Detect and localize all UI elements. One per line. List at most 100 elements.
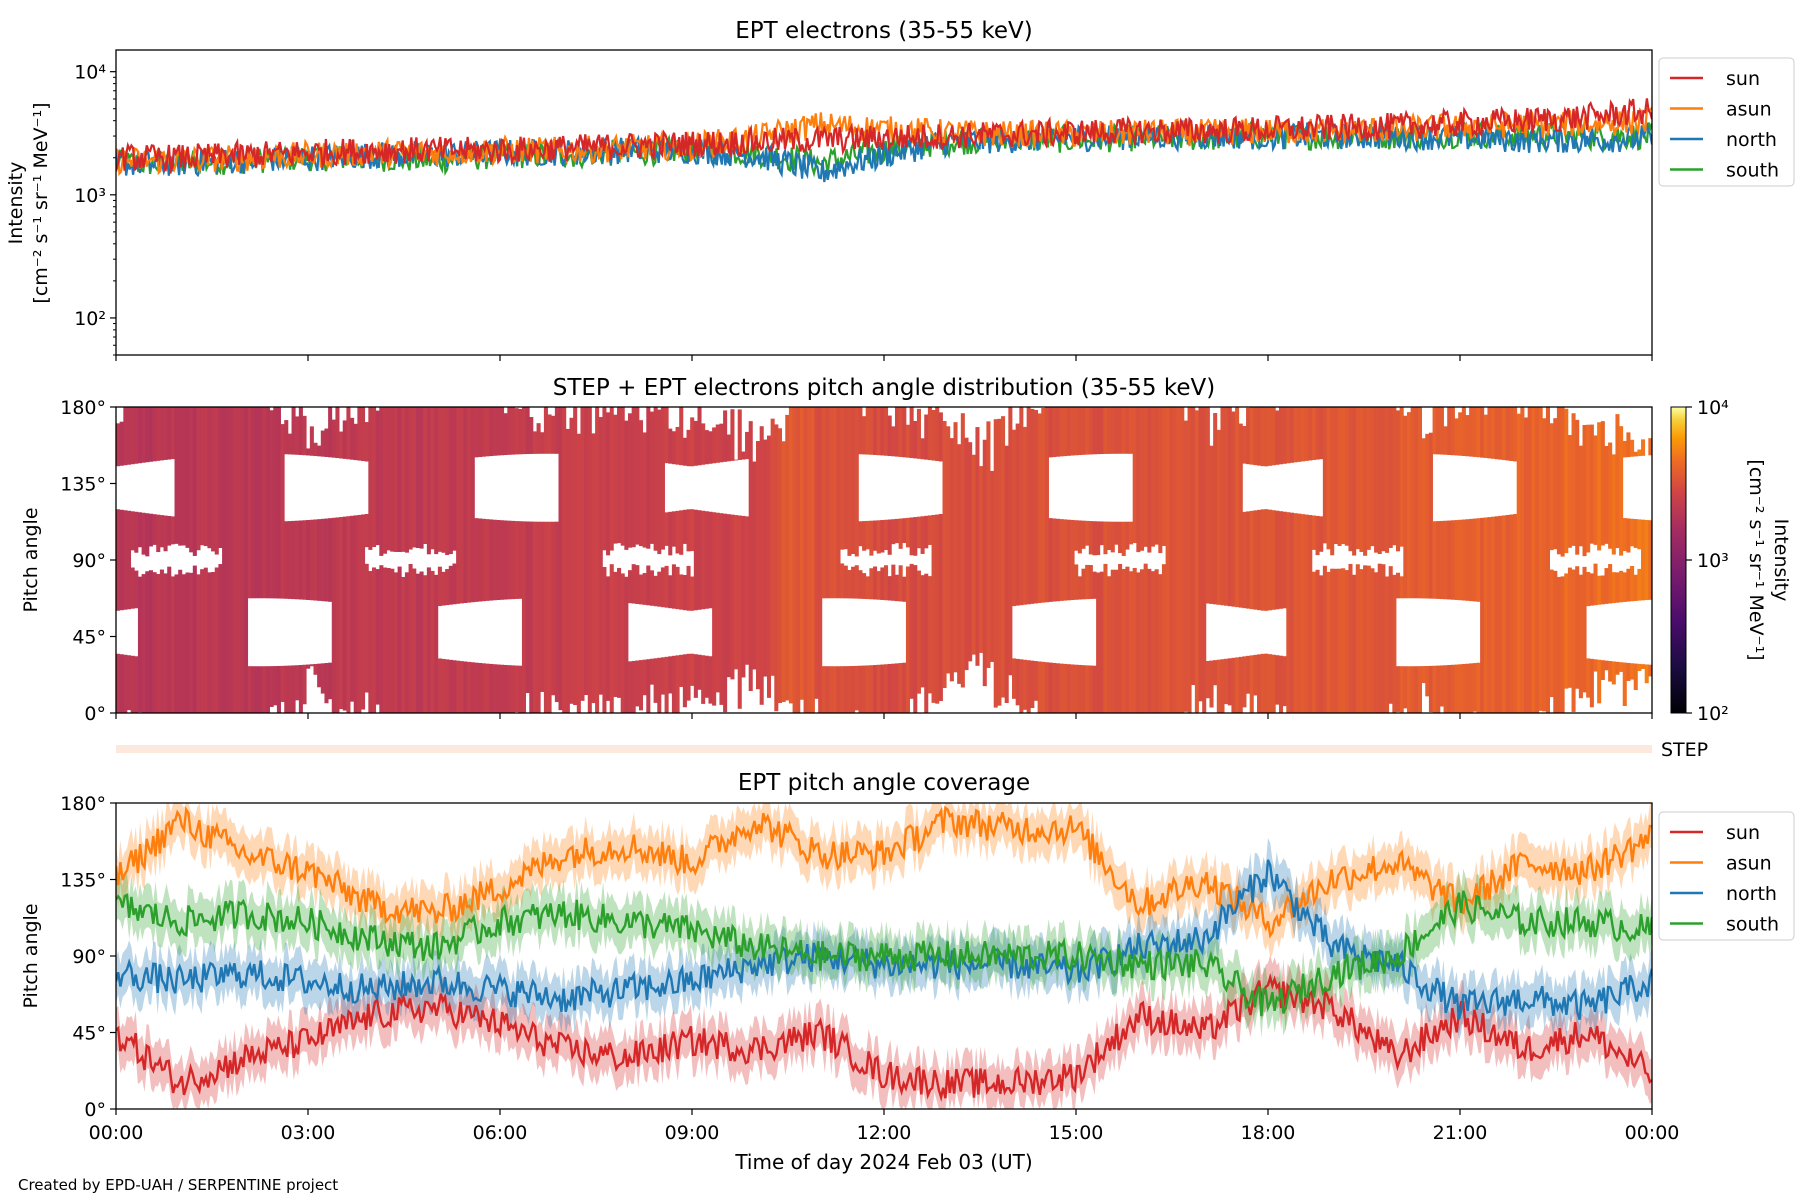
heatmap-cell: [1549, 423, 1554, 551]
heatmap-cell: [606, 576, 611, 701]
heatmap-cell: [1359, 407, 1364, 552]
heatmap-cell: [1238, 656, 1243, 713]
heatmap-cell: [876, 520, 881, 554]
heatmap-cell: [1589, 658, 1594, 708]
heatmap-cell: [1322, 565, 1327, 713]
heatmap-cell: [679, 654, 684, 687]
heatmap-cell: [671, 431, 676, 465]
heatmap-cell: [1114, 407, 1119, 454]
heatmap-cell: [1436, 521, 1441, 599]
heatmap-cell: [1421, 666, 1426, 684]
heatmap-cell: [1048, 407, 1053, 458]
heatmap-cell: [134, 511, 139, 553]
heatmap-cell: [1586, 658, 1591, 698]
heatmap-cell: [415, 407, 420, 548]
heatmap-cell: [1257, 407, 1262, 466]
heatmap-cell: [547, 521, 552, 713]
p4-ytick-label: 180°: [60, 793, 106, 815]
heatmap-cell: [1476, 518, 1481, 602]
heatmap-cell: [192, 407, 197, 556]
heatmap-cell: [434, 574, 439, 713]
heatmap-cell: [123, 407, 128, 466]
heatmap-cell: [134, 407, 139, 464]
heatmap-cell: [913, 517, 918, 556]
colorbar-label-line2: [cm⁻² s⁻¹ sr⁻¹ MeV⁻¹]: [1745, 459, 1767, 660]
heatmap-cell: [668, 656, 673, 694]
heatmap-cell: [1246, 407, 1251, 465]
panel-pitch-angle-coverage: EPT pitch angle coverage 0° 45° 90° 135° 180…: [20, 770, 1795, 1174]
colorbar-label-line1: Intensity: [1770, 519, 1792, 602]
heatmap-cell: [1063, 663, 1068, 713]
heatmap-cell: [284, 665, 289, 713]
p2-ytick-label: 135°: [60, 474, 106, 496]
heatmap-cell: [628, 413, 633, 548]
heatmap-cell: [1107, 576, 1112, 713]
heatmap-cell: [876, 407, 881, 456]
heatmap-cell: [894, 407, 900, 457]
heatmap-cell: [993, 419, 998, 708]
heatmap-cell: [1121, 521, 1126, 556]
heatmap-cell: [364, 513, 369, 548]
heatmap-cell: [1545, 407, 1550, 713]
heatmap-cell: [174, 407, 179, 544]
heatmap-cell: [148, 570, 153, 713]
heatmap-cell: [291, 665, 296, 713]
heatmap-cell: [265, 407, 270, 599]
heatmap-cell: [1044, 662, 1049, 713]
heatmap-cell: [620, 407, 625, 546]
heatmap-cell: [1403, 666, 1408, 709]
heatmap-cell: [441, 407, 446, 553]
heatmap-cell: [467, 407, 472, 603]
heatmap-cell: [876, 571, 881, 600]
heatmap-cell: [876, 664, 881, 713]
heatmap-cell: [276, 665, 281, 713]
heatmap-cell: [898, 565, 903, 602]
heatmap-cell: [1224, 407, 1229, 606]
heatmap-cell: [649, 411, 654, 544]
heatmap-cell: [1055, 663, 1060, 713]
heatmap-cell: [1297, 513, 1302, 713]
heatmap-cell: [1571, 569, 1576, 712]
heatmap-cell: [1454, 520, 1459, 600]
heatmap-cell: [126, 510, 132, 610]
heatmap-cell: [1417, 407, 1422, 599]
heatmap-cell: [675, 426, 680, 465]
heatmap-cell: [1293, 407, 1298, 463]
heatmap-cell: [1300, 407, 1305, 462]
heatmap-cell: [156, 514, 161, 553]
heatmap-cell: [309, 426, 314, 456]
heatmap-cell: [1619, 570, 1624, 603]
heatmap-cell: [573, 407, 578, 706]
heatmap-cell: [1165, 407, 1170, 713]
heatmap-cell: [1158, 574, 1163, 713]
heatmap-cell: [1450, 664, 1455, 713]
heatmap-cell: [1275, 510, 1280, 610]
heatmap-cell: [1268, 509, 1273, 611]
heatmap-cell: [434, 407, 439, 555]
heatmap-cell: [309, 519, 314, 601]
heatmap-cell: [1630, 439, 1635, 457]
heatmap-cell: [723, 513, 728, 713]
heatmap-cell: [1147, 568, 1152, 713]
heatmap-cell: [1121, 568, 1126, 713]
heatmap-cell: [269, 666, 274, 707]
heatmap-cell: [295, 416, 300, 455]
heatmap-cell: [1268, 407, 1273, 466]
heatmap-cell: [1271, 654, 1276, 713]
heatmap-cell: [1611, 454, 1616, 555]
heatmap-cell: [1549, 569, 1554, 698]
heatmap-cell: [631, 660, 636, 713]
heatmap-cell: [1432, 407, 1437, 455]
heatmap-cell: [1202, 407, 1207, 713]
heatmap-cell: [236, 407, 241, 713]
heatmap-cell: [287, 665, 292, 713]
heatmap-cell: [1289, 512, 1294, 713]
heatmap-cell: [1520, 407, 1525, 713]
heatmap-cell: [302, 520, 307, 600]
heatmap-cell: [1586, 571, 1591, 607]
heatmap-cell: [884, 565, 889, 601]
heatmap-cell: [756, 441, 761, 690]
heatmap-cell: [1300, 514, 1305, 713]
heatmap-cell: [1129, 521, 1134, 545]
heatmap-cell: [664, 656, 669, 713]
